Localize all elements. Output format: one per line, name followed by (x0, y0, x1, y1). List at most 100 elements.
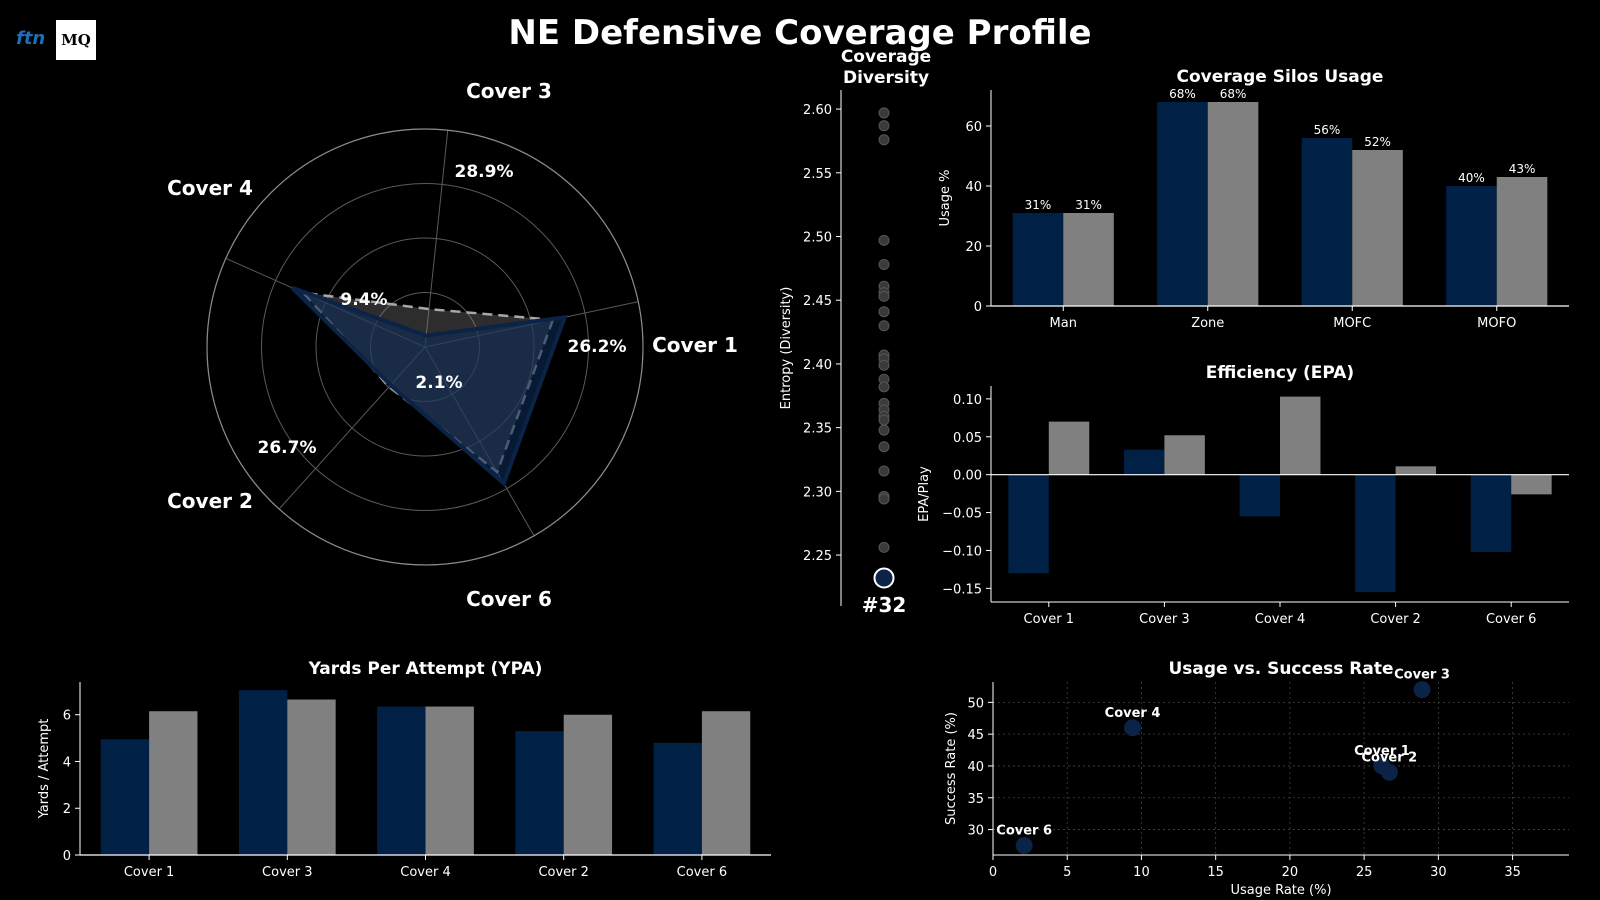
bar-team (1239, 474, 1280, 517)
radar-value-label: 26.7% (258, 438, 317, 458)
y-tick-label: 4 (63, 755, 71, 770)
x-tick-label: Cover 1 (1024, 612, 1074, 627)
ypa-chart: Yards Per Attempt (YPA) 0 2 4 6 Yards / Attem… (37, 659, 771, 880)
bar-league (1496, 177, 1548, 306)
diversity-title: Coverage (841, 47, 931, 67)
y-tick-label: −0.10 (942, 544, 982, 559)
y-tick-label: 40 (965, 180, 982, 195)
diversity-league-point (878, 381, 890, 393)
bar-team (653, 742, 702, 855)
diversity-league-point (878, 234, 890, 246)
x-tick-label: 0 (989, 865, 997, 880)
y-tick-label: 0.05 (953, 431, 982, 446)
x-axis-label: Usage Rate (%) (1230, 883, 1331, 898)
x-tick-label: Cover 2 (1370, 612, 1420, 627)
diversity-league-point (878, 320, 890, 332)
ftn-logo: ftn (16, 28, 46, 49)
x-tick-label: Cover 6 (677, 865, 727, 880)
bar-league (425, 706, 474, 855)
bar-team (377, 706, 426, 855)
y-axis-label: Success Rate (%) (944, 712, 959, 825)
diversity-y-axis-label: Entropy (Diversity) (779, 287, 794, 410)
x-tick-label: 5 (1063, 865, 1071, 880)
bar-league (1511, 474, 1552, 495)
radar-outer-ring (206, 128, 644, 566)
radar-chart: Cover 1 Cover 3 Cover 4 Cover 2 Cover 6 26.2%… (167, 79, 738, 611)
y-tick-label: 40 (967, 760, 984, 775)
y-tick-label: 6 (63, 709, 71, 724)
mq-logo: MQ (56, 20, 96, 60)
y-axis-label: Yards / Attempt (37, 719, 52, 820)
bar-value-label: 43% (1509, 162, 1536, 176)
bar-team (1008, 474, 1049, 574)
diversity-y-tick-label: 2.25 (803, 549, 832, 564)
bar-league (1207, 102, 1259, 306)
y-tick-label: 20 (965, 240, 982, 255)
scatter-point (1124, 719, 1142, 737)
scatter-point-label: Cover 2 (1361, 750, 1417, 765)
radar-value-label: 26.2% (568, 337, 627, 357)
diversity-y-tick-label: 2.45 (803, 294, 832, 309)
diversity-y-tick-label: 2.55 (803, 167, 832, 182)
y-tick-label: −0.05 (942, 507, 982, 522)
radar-axis-label: Cover 3 (466, 79, 552, 103)
diversity-league-point (878, 359, 890, 371)
silos-chart: Coverage Silos Usage 0 20 40 60 Usage % 31% 31%… (938, 67, 1569, 331)
x-tick-label: 10 (1133, 865, 1150, 880)
diversity-title: Diversity (843, 68, 929, 88)
diversity-league-point (878, 306, 890, 318)
chart-title: Yards Per Attempt (YPA) (308, 659, 543, 679)
bar-value-label: 52% (1364, 135, 1391, 149)
y-tick-label: 45 (967, 728, 984, 743)
scatter-point (1380, 763, 1398, 781)
bar-team (1157, 102, 1208, 306)
bar-league (1164, 435, 1205, 475)
diversity-team-point (873, 567, 895, 589)
x-tick-label: Zone (1191, 316, 1224, 331)
diversity-y-tick-label: 2.40 (803, 358, 832, 373)
radar-value-label: 2.1% (415, 373, 462, 393)
x-tick-label: 25 (1356, 865, 1373, 880)
diversity-league-point (878, 414, 890, 426)
y-tick-label: 60 (965, 120, 982, 135)
bar-league (1280, 396, 1321, 475)
bar-league (1048, 421, 1090, 475)
x-tick-label: Cover 3 (1139, 612, 1189, 627)
y-tick-label: 0.00 (953, 469, 982, 484)
radar-spoke (424, 130, 449, 348)
bar-league (563, 714, 613, 855)
bar-team (1301, 138, 1353, 306)
chart-title: Efficiency (EPA) (1206, 363, 1354, 383)
y-tick-label: 50 (967, 696, 984, 711)
scatter-point-label: Cover 4 (1105, 706, 1161, 721)
x-tick-label: Cover 2 (538, 865, 588, 880)
scatter-point (1413, 681, 1431, 699)
scatter-point-label: Cover 1 (1354, 744, 1410, 759)
bar-value-label: 31% (1025, 198, 1052, 212)
x-tick-label: 35 (1504, 865, 1521, 880)
x-tick-label: 30 (1430, 865, 1447, 880)
scatter-point-label: Cover 6 (996, 823, 1052, 838)
radar-axis-label: Cover 4 (167, 176, 253, 200)
chart-title: Usage vs. Success Rate (1169, 659, 1394, 679)
bar-league (1395, 466, 1437, 475)
y-tick-label: 35 (967, 792, 984, 807)
y-axis-label: EPA/Play (917, 466, 932, 522)
scatter-point-label: Cover 3 (1394, 668, 1450, 683)
diversity-y-tick-label: 2.30 (803, 485, 832, 500)
epa-chart: Efficiency (EPA) −0.15 −0.10 −0.05 0.00 0.05 0… (917, 363, 1569, 627)
scatter-point (1015, 836, 1033, 854)
diversity-league-point (878, 290, 890, 302)
diversity-league-point (878, 259, 890, 271)
x-tick-label: Cover 6 (1486, 612, 1536, 627)
x-tick-label: Man (1050, 316, 1077, 331)
bar-league (701, 711, 751, 855)
x-tick-label: 15 (1207, 865, 1224, 880)
y-tick-label: −0.15 (942, 582, 982, 597)
bar-league (287, 699, 336, 855)
diversity-league-point (878, 465, 890, 477)
radar-axis-label: Cover 6 (466, 587, 552, 611)
radar-axis-label: Cover 2 (167, 489, 253, 513)
bar-league (1063, 213, 1114, 306)
bar-team (1446, 186, 1497, 306)
